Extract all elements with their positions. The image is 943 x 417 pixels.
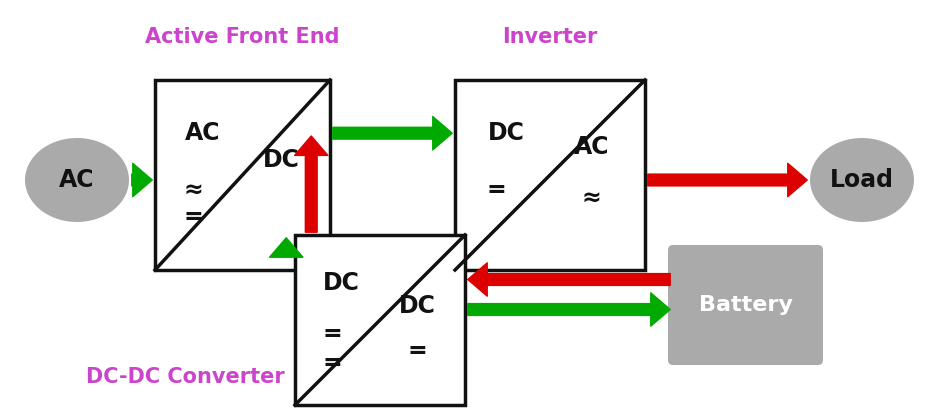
Text: =: = [487,178,506,202]
Text: Battery: Battery [699,295,792,315]
Text: Load: Load [830,168,894,192]
Text: =: = [323,322,342,346]
Polygon shape [455,80,645,270]
Text: DC: DC [399,294,436,319]
Ellipse shape [810,138,914,222]
Text: =: = [323,351,342,374]
Ellipse shape [25,138,129,222]
Text: AC: AC [59,168,94,192]
Polygon shape [155,80,330,270]
FancyBboxPatch shape [668,245,823,365]
Text: =: = [407,339,427,363]
Text: ≈: ≈ [184,178,204,202]
Text: DC: DC [262,148,300,172]
Text: Active Front End: Active Front End [145,27,339,47]
Text: Inverter: Inverter [503,27,598,47]
Polygon shape [295,235,465,405]
Text: DC: DC [323,271,359,294]
Text: ≈: ≈ [582,186,602,210]
Text: AC: AC [574,135,609,158]
Text: DC-DC Converter: DC-DC Converter [86,367,285,387]
Text: =: = [184,205,204,229]
Text: DC: DC [488,121,524,145]
Text: AC: AC [185,121,220,145]
